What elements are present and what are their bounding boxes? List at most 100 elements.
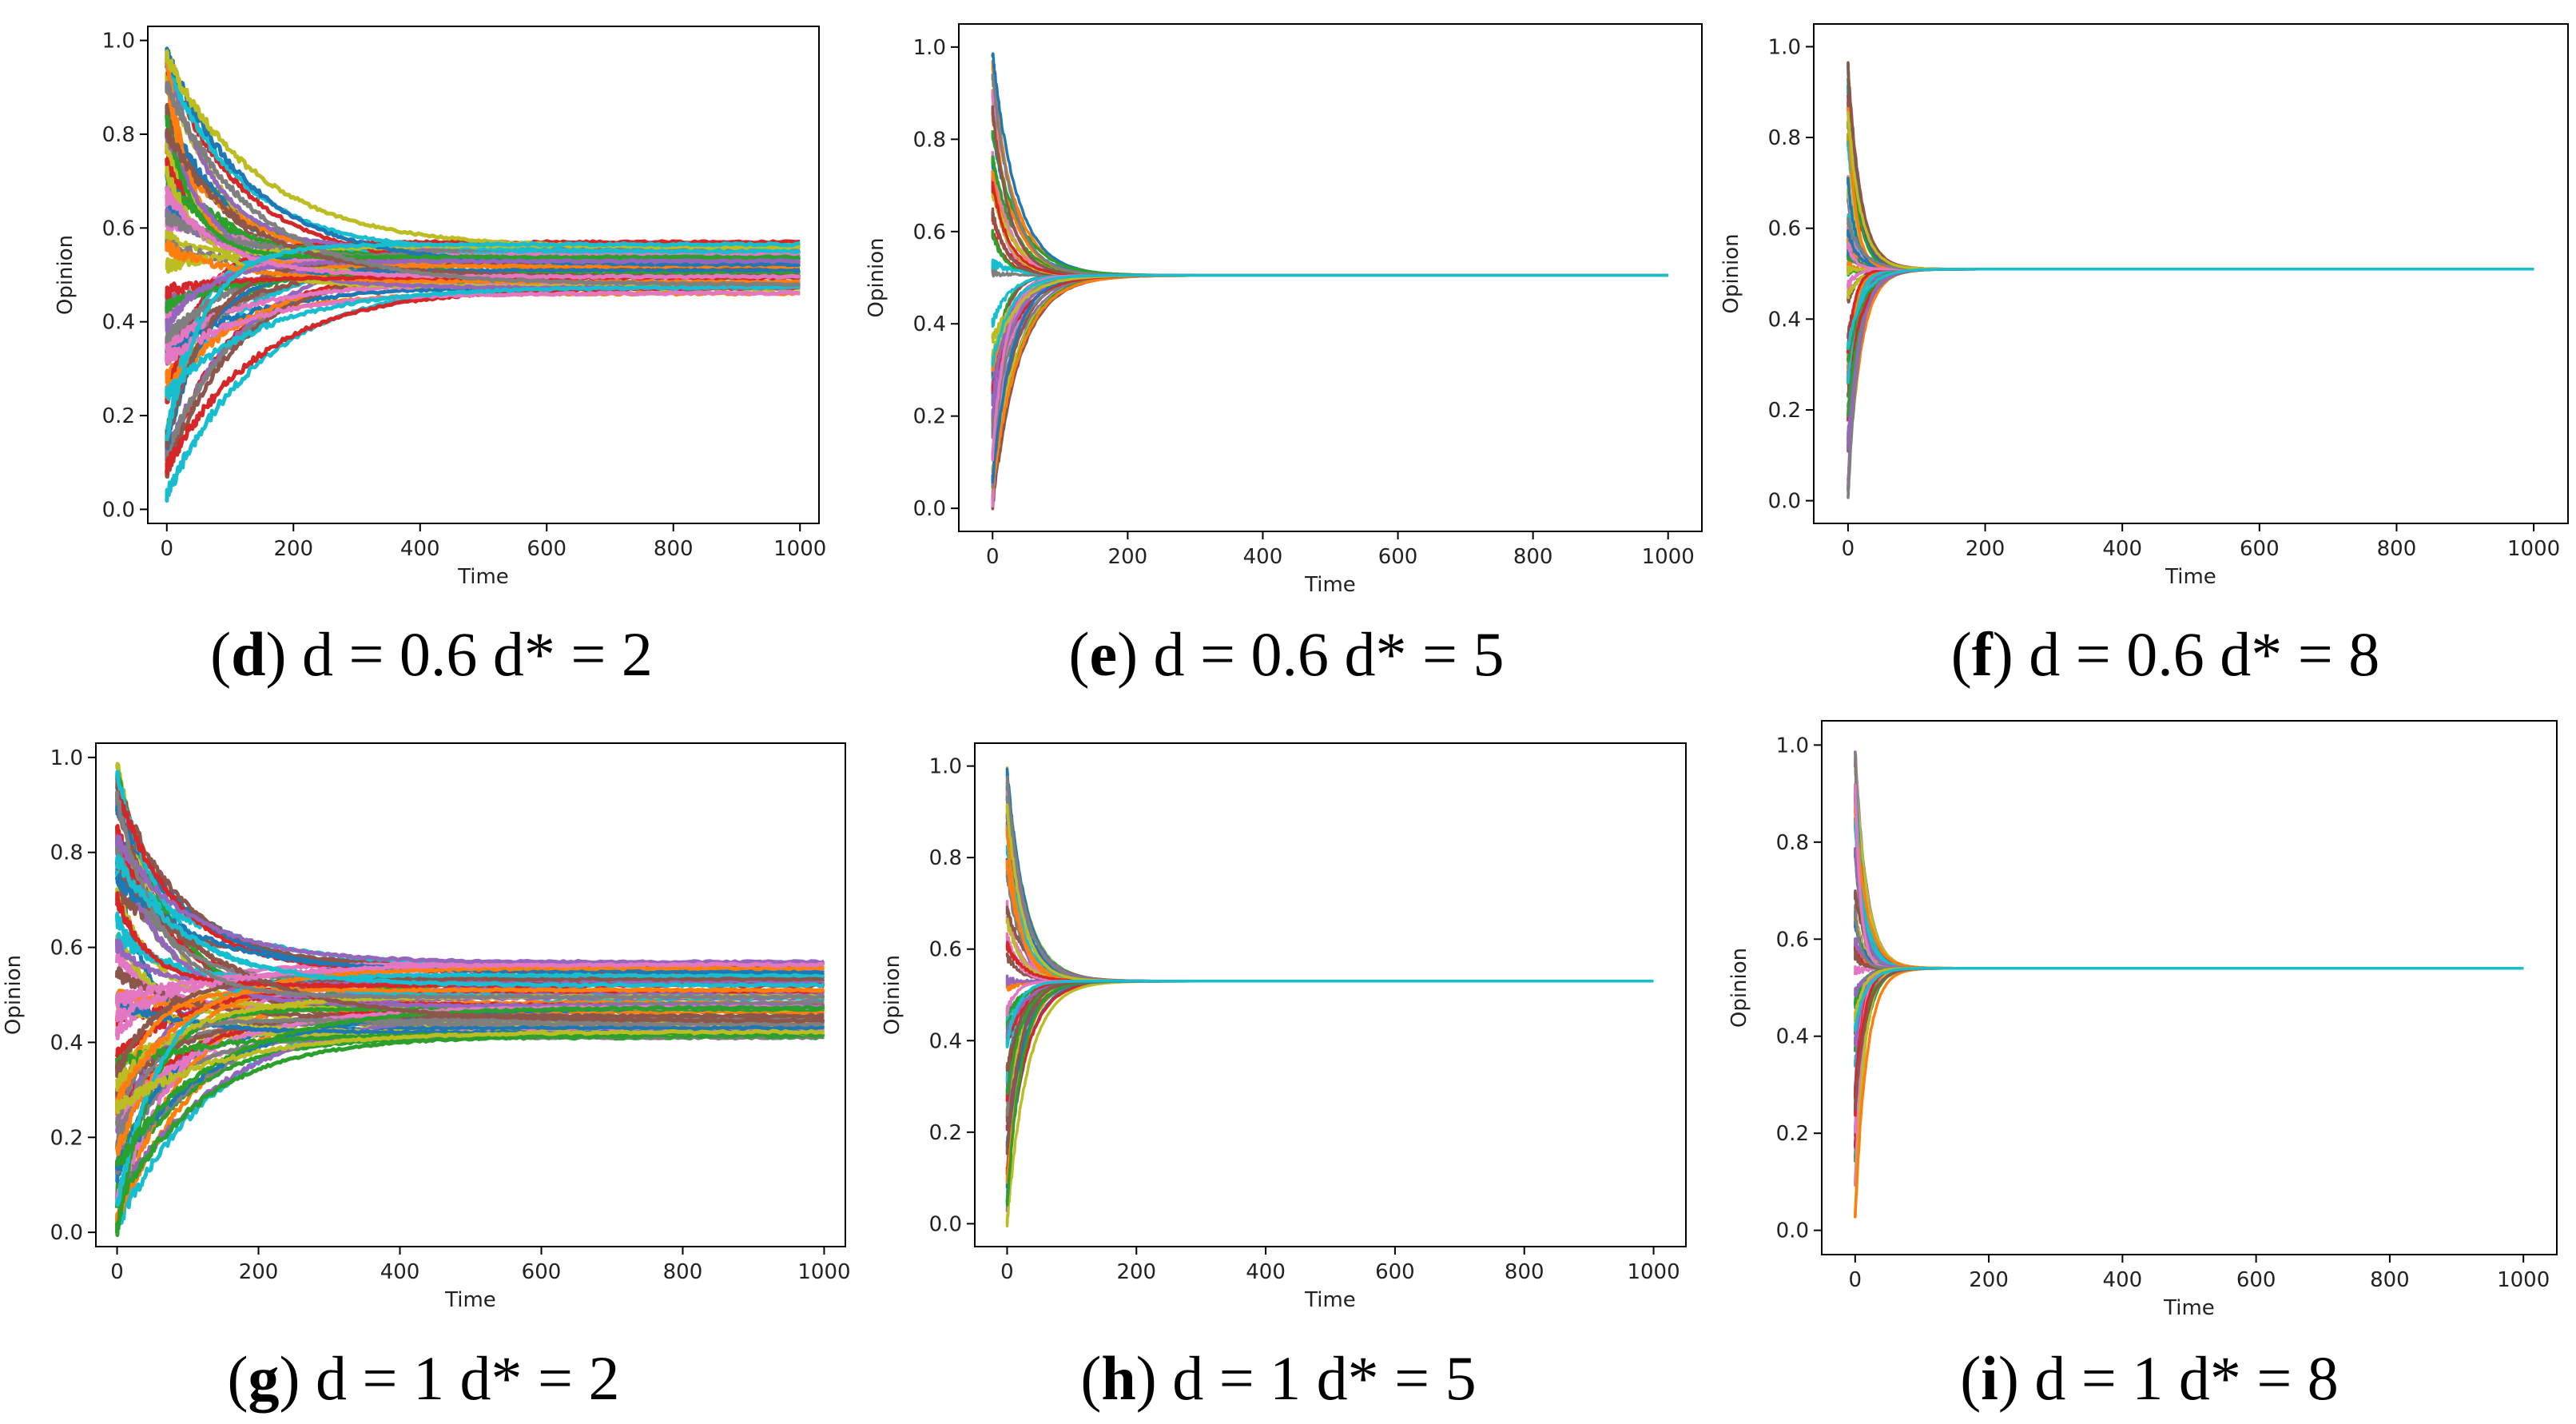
series-line [1847,268,2534,380]
series-line [991,273,1668,399]
series-line [1847,107,2534,271]
y-axis-label: Opinion [1719,233,1743,313]
caption-letter: i [1981,1343,1998,1413]
series-line [1854,819,2524,970]
series-line [1854,966,2524,1093]
series-line [1854,805,2524,970]
series-line [1005,980,1654,1047]
series-line [1005,915,1654,983]
series-line [1005,980,1654,1116]
y-tick-label: 0.6 [1776,928,1809,952]
series-line [1847,268,2534,450]
chart-f: 0 200 400 600 800 1000 0.0 0.2 0.4 0.6 0.8 1.0 Time O… [1719,23,2569,589]
series-line [991,273,1668,487]
series-line [991,229,1668,277]
series-line [1847,268,2534,417]
y-axis-label: Opinion [2,955,26,1035]
y-tick-label: 0.2 [102,404,135,428]
x-tick-label: 0 [1000,1260,1014,1284]
y-tick-label: 0.8 [913,128,946,152]
series-line [991,52,1668,277]
series-line [1854,889,2524,970]
series-line [991,273,1668,475]
series-line [1847,177,2534,271]
series-line [1854,784,2524,970]
series-group [115,762,825,1238]
series-line [1847,175,2534,271]
chart-h: 0 200 400 600 800 1000 0.0 0.2 0.4 0.6 0.8 1.0 Time O… [881,742,1687,1312]
series-line [1854,752,2524,970]
series-line [1854,789,2524,970]
series-line [1854,966,2524,1047]
series-line [165,185,801,280]
series-line [1005,804,1654,983]
series-line [1005,793,1654,983]
series-line [165,114,801,261]
y-axis-label: Opinion [1727,948,1751,1028]
series-line [1847,268,2534,371]
series-line [991,273,1668,461]
series-line [1005,811,1654,983]
series-line [1854,966,2524,998]
series-line [991,273,1668,504]
series-line [991,273,1668,372]
series-line [1847,268,2534,442]
series-line [1005,980,1654,1207]
series-line [1854,949,2524,970]
series-line [991,211,1668,277]
series-line [1005,980,1654,1017]
x-axis-label: Time [2165,565,2216,589]
series-line [991,189,1668,277]
x-tick-label: 200 [1966,537,2006,561]
y-tick-label: 0.0 [1776,1219,1809,1243]
series-line [1005,784,1654,983]
series-line [1847,268,2534,385]
y-tick-label: 0.0 [50,1221,83,1245]
series-line [1854,966,2524,1023]
series-line [991,231,1668,277]
series-line [1847,268,2534,357]
series-line [1854,942,2524,970]
series-line [1847,249,2534,271]
series-line [991,181,1668,277]
series-line [991,273,1668,380]
series-line [1847,197,2534,271]
series-line [1005,905,1654,983]
series-line [1005,845,1654,983]
y-tick-label: 0.8 [50,841,83,865]
caption-g: (g) d = 1 d* = 2 [227,1343,620,1413]
series-line [115,790,825,1000]
series-line [1847,268,2534,304]
series-line [1005,803,1654,983]
chart-e: 0 200 400 600 800 1000 0.0 0.2 0.4 0.6 0.8 1.0 Time O… [865,23,1703,597]
y-tick-label: 1.0 [913,36,946,60]
series-line [991,273,1668,486]
series-line [1854,783,2524,970]
x-tick-label: 600 [527,537,566,561]
y-tick-label: 1.0 [50,746,83,770]
series-line [1854,783,2524,970]
series-line [1854,966,2524,1187]
series-line [1005,771,1654,983]
series-line [991,273,1668,388]
series-line [1854,846,2524,970]
series-line [991,273,1668,484]
series-line [1005,980,1654,1072]
series-line [991,156,1668,277]
series-line [991,273,1668,489]
series-line [1005,980,1654,1228]
y-tick-label: 1.0 [102,30,135,54]
series-line [1005,980,1654,1088]
series-line [1005,980,1654,1116]
series-line [1854,966,2524,1032]
series-line [1005,820,1654,983]
series-line [1854,920,2524,970]
series-line [1005,980,1654,1048]
series-line [1854,966,2524,1110]
x-tick-label: 200 [1116,1260,1156,1284]
series-group [1847,61,2534,499]
x-tick-label: 0 [1849,1268,1862,1292]
x-tick-label: 600 [2240,537,2280,561]
series-line [1847,101,2534,271]
series-line [1854,966,2524,1149]
